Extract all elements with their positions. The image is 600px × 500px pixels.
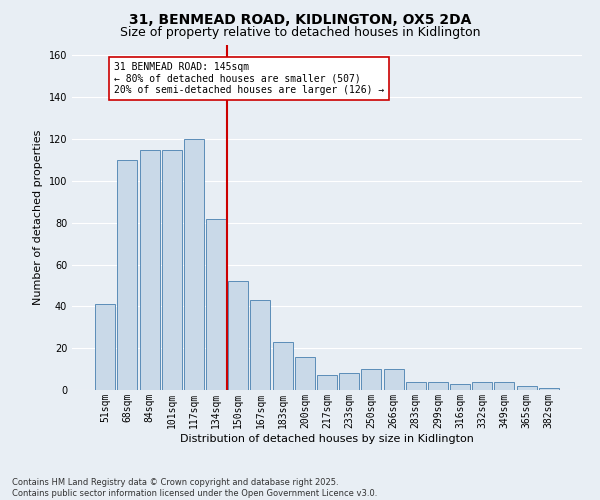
Bar: [295, 356, 315, 390]
Bar: [317, 376, 337, 390]
Bar: [228, 282, 248, 390]
Y-axis label: Number of detached properties: Number of detached properties: [33, 130, 43, 305]
Bar: [472, 382, 492, 390]
Text: Size of property relative to detached houses in Kidlington: Size of property relative to detached ho…: [120, 26, 480, 39]
Bar: [406, 382, 426, 390]
Bar: [140, 150, 160, 390]
Bar: [206, 218, 226, 390]
Bar: [95, 304, 115, 390]
X-axis label: Distribution of detached houses by size in Kidlington: Distribution of detached houses by size …: [180, 434, 474, 444]
Bar: [517, 386, 536, 390]
Text: Contains HM Land Registry data © Crown copyright and database right 2025.
Contai: Contains HM Land Registry data © Crown c…: [12, 478, 377, 498]
Bar: [162, 150, 182, 390]
Bar: [339, 374, 359, 390]
Bar: [450, 384, 470, 390]
Bar: [184, 139, 204, 390]
Text: 31 BENMEAD ROAD: 145sqm
← 80% of detached houses are smaller (507)
20% of semi-d: 31 BENMEAD ROAD: 145sqm ← 80% of detache…: [114, 62, 384, 95]
Bar: [383, 369, 404, 390]
Bar: [118, 160, 137, 390]
Bar: [428, 382, 448, 390]
Bar: [272, 342, 293, 390]
Text: 31, BENMEAD ROAD, KIDLINGTON, OX5 2DA: 31, BENMEAD ROAD, KIDLINGTON, OX5 2DA: [129, 12, 471, 26]
Bar: [494, 382, 514, 390]
Bar: [361, 369, 382, 390]
Bar: [250, 300, 271, 390]
Bar: [539, 388, 559, 390]
